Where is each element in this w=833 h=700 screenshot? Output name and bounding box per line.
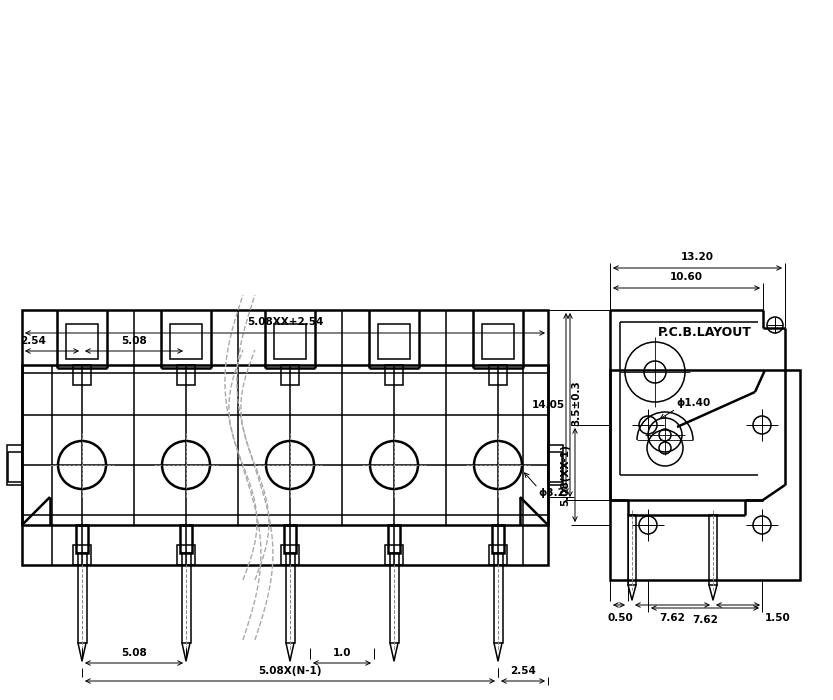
Bar [177,365,195,385]
Bar [610,370,800,580]
Text: 5.08: 5.08 [121,336,147,346]
Bar [76,525,88,553]
Bar [385,545,403,565]
Text: 14.05: 14.05 [532,400,565,410]
Text: 10.60: 10.60 [670,272,703,282]
Bar [66,324,98,359]
Bar [281,545,299,565]
Bar [388,525,400,553]
Text: 2.54: 2.54 [510,666,536,676]
Text: 7.62: 7.62 [660,613,686,623]
Text: 3.5±0.3: 3.5±0.3 [571,381,581,426]
Bar [281,365,299,385]
Bar [628,515,636,585]
Text: 13.20: 13.20 [681,252,714,262]
Bar [8,452,22,482]
Bar [378,324,410,359]
Text: 5.08: 5.08 [121,648,147,658]
Text: 5.08(XX-1): 5.08(XX-1) [560,444,570,506]
Bar [182,553,191,643]
Bar [548,452,562,482]
Bar [390,553,399,643]
Bar [170,324,202,359]
Bar [709,515,717,585]
Bar [22,310,548,525]
Bar [482,324,514,359]
Bar [73,365,91,385]
Text: P.C.B.LAYOUT: P.C.B.LAYOUT [658,326,752,339]
Text: ϕ1.40: ϕ1.40 [676,398,711,408]
Bar [177,545,195,565]
Bar [286,553,295,643]
Bar [492,525,504,553]
Bar [548,445,563,485]
Bar [385,365,403,385]
Text: 5.08X(N-1): 5.08X(N-1) [258,666,322,676]
Text: 1.50: 1.50 [765,613,791,623]
Bar [22,365,548,565]
Text: 7.62: 7.62 [692,615,718,625]
Bar [489,365,507,385]
Bar [78,553,87,643]
Bar [284,525,296,553]
Bar [7,445,22,485]
Text: 1.0: 1.0 [332,648,352,658]
Bar [180,525,192,553]
Bar [494,553,503,643]
Text: 0.50: 0.50 [608,613,634,623]
Text: 5.08XX+2.54: 5.08XX+2.54 [247,317,323,327]
Text: ϕ3.2: ϕ3.2 [538,488,565,498]
Bar [274,324,306,359]
Text: 2.54: 2.54 [20,336,46,346]
Bar [489,545,507,565]
Bar [73,545,91,565]
